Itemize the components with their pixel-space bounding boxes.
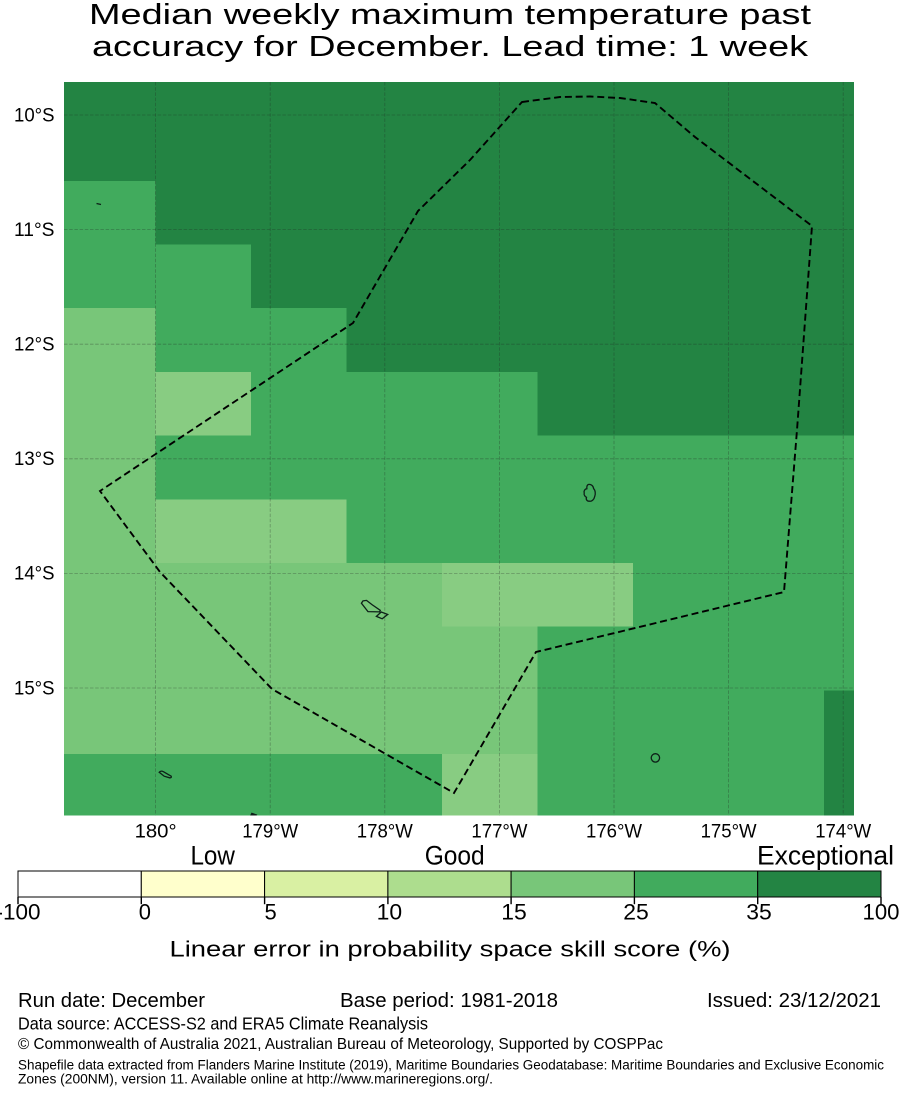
svg-text:13°S: 13°S (14, 448, 55, 470)
svg-text:15: 15 (501, 900, 527, 925)
svg-text:Median weekly maximum temperat: Median weekly maximum temperature past (89, 0, 811, 31)
svg-text:Base period: 1981-2018: Base period: 1981-2018 (340, 990, 558, 1012)
svg-text:Zones (200NM), version 11. Ava: Zones (200NM), version 11. Available onl… (18, 1072, 493, 1087)
svg-text:14°S: 14°S (14, 563, 55, 585)
svg-text:accuracy for December. Lead ti: accuracy for December. Lead time: 1 week (92, 31, 809, 63)
svg-text:12°S: 12°S (14, 334, 55, 356)
svg-text:174°W: 174°W (815, 821, 872, 843)
svg-text:25: 25 (623, 900, 649, 925)
svg-text:Data source: ACCESS-S2 and ERA: Data source: ACCESS-S2 and ERA5 Climate … (18, 1014, 428, 1034)
svg-text:Exceptional: Exceptional (757, 841, 894, 871)
svg-text:Low: Low (190, 841, 235, 871)
svg-text:10: 10 (377, 900, 403, 925)
svg-text:Linear error in probability sp: Linear error in probability space skill … (170, 937, 731, 962)
svg-text:-100: -100 (0, 900, 41, 925)
svg-text:175°W: 175°W (701, 821, 758, 843)
svg-text:178°W: 178°W (357, 821, 414, 843)
svg-text:177°W: 177°W (471, 821, 528, 843)
svg-text:100: 100 (863, 900, 900, 925)
svg-text:15°S: 15°S (14, 677, 55, 699)
svg-text:© Commonwealth of Australia 20: © Commonwealth of Australia 2021, Austra… (18, 1036, 663, 1053)
svg-text:179°W: 179°W (242, 821, 299, 843)
svg-text:5: 5 (265, 900, 277, 925)
svg-text:35: 35 (746, 900, 772, 925)
svg-text:11°S: 11°S (14, 219, 55, 241)
svg-text:10°S: 10°S (14, 104, 55, 126)
svg-text:Run date: December: Run date: December (18, 990, 205, 1012)
svg-text:Good: Good (425, 841, 485, 871)
svg-text:Shapefile data extracted from: Shapefile data extracted from Flanders M… (18, 1058, 884, 1073)
svg-text:0: 0 (139, 900, 151, 925)
svg-text:176°W: 176°W (586, 821, 643, 843)
svg-text:Issued: 23/12/2021: Issued: 23/12/2021 (707, 990, 881, 1012)
svg-text:180°: 180° (135, 821, 177, 843)
